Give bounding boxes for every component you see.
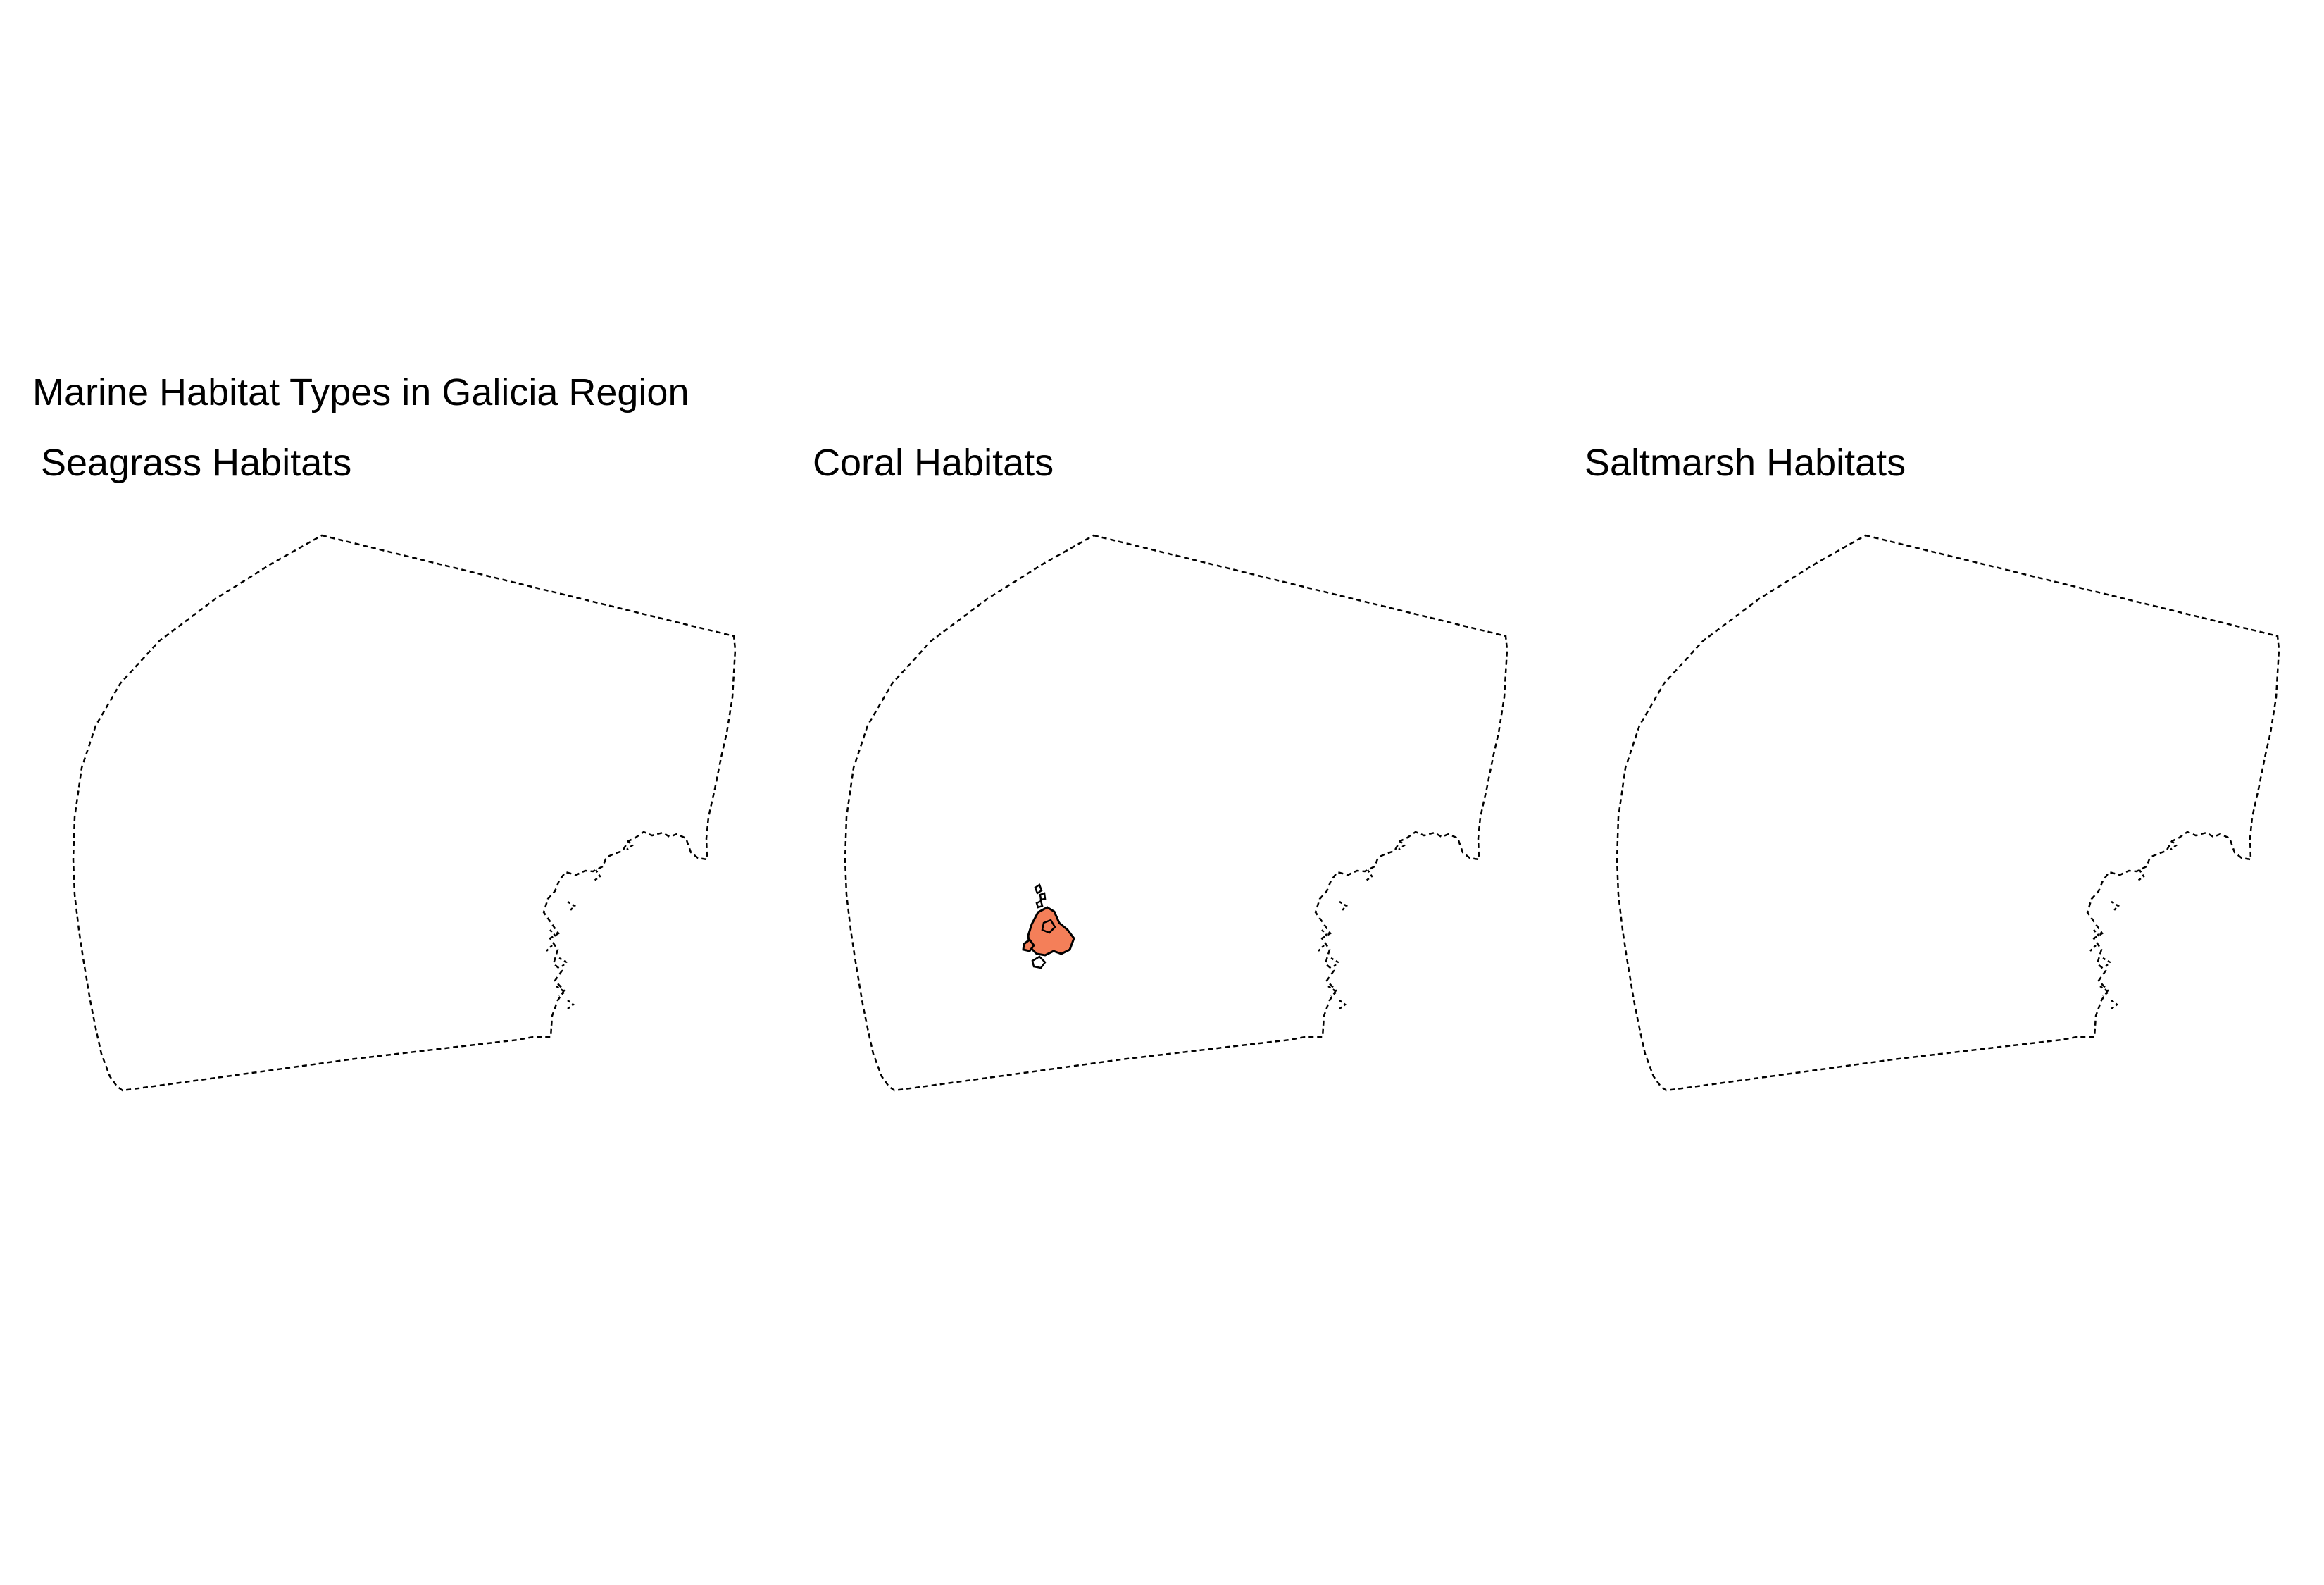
coral-patch-fragment [1031,955,1047,969]
coral-patch-small [1022,938,1035,952]
panel-seagrass: Seagrass Habitats [32,437,765,1183]
coastline-detail [2089,840,2178,1009]
region-boundary [72,534,737,1092]
coral-patch-fragment [1041,919,1056,934]
region-boundary [1616,534,2280,1092]
panel-title-saltmarsh: Saltmarsh Habitats [1585,442,1906,484]
map-title: Marine Habitat Types in Galicia Region [32,371,689,414]
coral-patch-fragment [1035,900,1044,909]
panel-coral: Coral Habitats [804,437,1537,1183]
map-coral [844,534,1508,1092]
panel-saltmarsh: Saltmarsh Habitats [1576,437,2309,1183]
region-outline [1616,534,2280,1092]
region-boundary [844,534,1508,1092]
coral-patch-fragment [1034,883,1043,895]
panel-title-seagrass: Seagrass Habitats [41,442,352,484]
region-outline [844,534,1508,1092]
coral-habitat-patches [1022,883,1075,969]
map-seagrass [72,534,737,1092]
coastline-detail [1318,840,1406,1009]
region-outline [72,534,737,1092]
coastline-detail [546,840,634,1009]
coral-patch-fragment [1039,892,1047,901]
map-saltmarsh [1616,534,2280,1092]
panel-title-coral: Coral Habitats [813,442,1054,484]
